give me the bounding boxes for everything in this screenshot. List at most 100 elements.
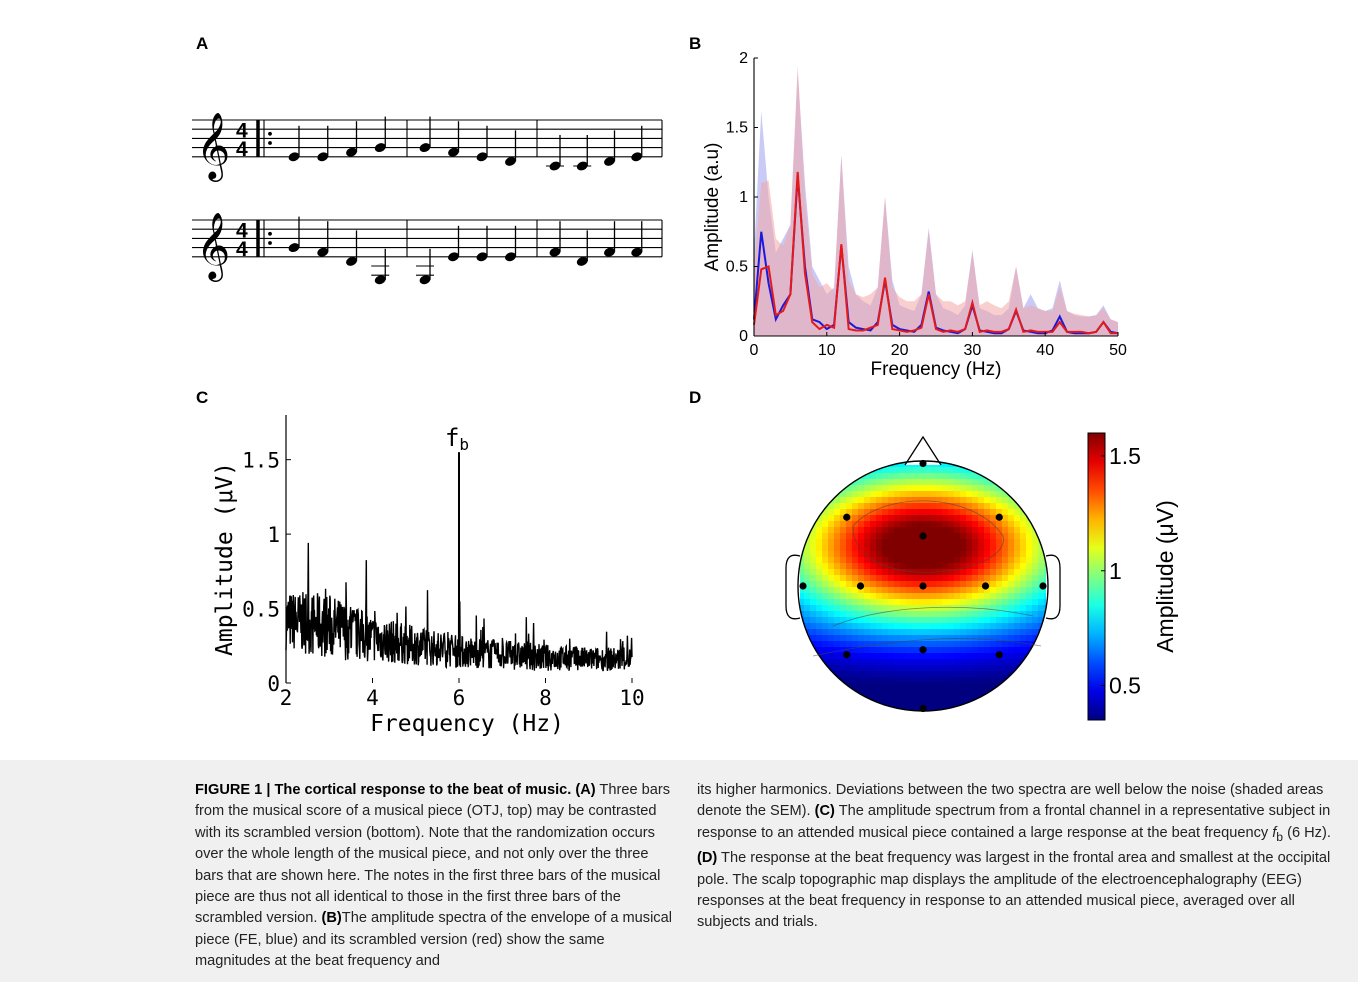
topo-cell [972, 527, 979, 534]
topo-cell [816, 599, 823, 606]
topo-cell [978, 539, 985, 546]
note [575, 230, 589, 267]
topo-cell [870, 473, 877, 480]
electrode-dot [843, 514, 850, 521]
topo-cell [996, 503, 1003, 510]
topo-cell [810, 671, 817, 678]
topo-cell [1032, 557, 1039, 564]
topo-cell [858, 539, 865, 546]
topo-cell [912, 521, 919, 528]
topo-cell [864, 647, 871, 654]
topo-cell [936, 533, 943, 540]
topo-cell [1038, 641, 1045, 648]
topo-cell [1044, 641, 1051, 648]
topo-cell [990, 527, 997, 534]
topo-cell [912, 503, 919, 510]
topo-cell [990, 659, 997, 666]
topo-cell [876, 527, 883, 534]
topo-cell [828, 539, 835, 546]
topo-cell [906, 479, 913, 486]
topo-cell [834, 695, 841, 702]
topo-cell [978, 527, 985, 534]
topo-cell [1014, 479, 1021, 486]
topo-cell [918, 689, 925, 696]
topo-cell [852, 635, 859, 642]
topo-cell [840, 707, 847, 714]
topo-cell [990, 593, 997, 600]
topo-cell [942, 521, 949, 528]
topo-cell [822, 635, 829, 642]
topo-cell [990, 641, 997, 648]
topo-cell [816, 605, 823, 612]
topo-cell [948, 587, 955, 594]
topo-cell [804, 491, 811, 498]
topo-cell [1020, 533, 1027, 540]
topo-cell [948, 539, 955, 546]
topo-cell [1032, 467, 1039, 474]
topo-cell [984, 539, 991, 546]
topo-cell [996, 611, 1003, 618]
topo-cell [894, 653, 901, 660]
topo-cell [798, 503, 805, 510]
topo-cell [978, 575, 985, 582]
topo-cell [864, 683, 871, 690]
topo-cell [864, 539, 871, 546]
topo-cell [1038, 491, 1045, 498]
topo-cell [876, 497, 883, 504]
topo-cell [1020, 587, 1027, 594]
topo-cell [936, 689, 943, 696]
topo-cell [798, 467, 805, 474]
topo-cell [1008, 683, 1015, 690]
topo-cell [924, 485, 931, 492]
x-tick-label: 8 [539, 686, 552, 710]
peak-label-b: b [459, 435, 469, 454]
topo-cell [900, 503, 907, 510]
topo-cell [840, 479, 847, 486]
topo-cell [900, 593, 907, 600]
topo-cell [1020, 617, 1027, 624]
topo-cell [834, 605, 841, 612]
topo-cell [990, 485, 997, 492]
topo-cell [912, 491, 919, 498]
topo-cell [1044, 497, 1051, 504]
topo-cell [882, 491, 889, 498]
topo-cell [828, 695, 835, 702]
topo-cell [1008, 623, 1015, 630]
topo-cell [984, 509, 991, 516]
topo-cell [804, 695, 811, 702]
topo-cell [942, 509, 949, 516]
topo-cell [1038, 647, 1045, 654]
topo-cell [822, 695, 829, 702]
topo-cell [978, 641, 985, 648]
topo-cell [822, 629, 829, 636]
topo-cell [828, 545, 835, 552]
topo-cell [906, 515, 913, 522]
topo-cell [984, 503, 991, 510]
topo-cell [918, 545, 925, 552]
topo-cell [924, 671, 931, 678]
topo-cell [1032, 617, 1039, 624]
topo-cell [1020, 497, 1027, 504]
topo-cell [978, 551, 985, 558]
topo-cell [882, 695, 889, 702]
topo-cell [858, 467, 865, 474]
y-tick-label: 1.5 [726, 120, 748, 137]
topo-cell [918, 551, 925, 558]
topo-cell [1026, 689, 1033, 696]
topo-cell [1026, 659, 1033, 666]
topo-cell [852, 563, 859, 570]
y-axis-label: Amplitude (a.u) [702, 143, 723, 272]
topo-cell [834, 533, 841, 540]
topo-cell [984, 617, 991, 624]
topo-cell [960, 683, 967, 690]
topo-cell [912, 539, 919, 546]
topo-cell [900, 695, 907, 702]
topo-cell [828, 575, 835, 582]
topo-cell [978, 677, 985, 684]
topo-cell [870, 689, 877, 696]
topo-cell [1002, 647, 1009, 654]
topo-cell [930, 533, 937, 540]
topo-cell [918, 659, 925, 666]
topo-cell [864, 617, 871, 624]
topo-cell [846, 689, 853, 696]
